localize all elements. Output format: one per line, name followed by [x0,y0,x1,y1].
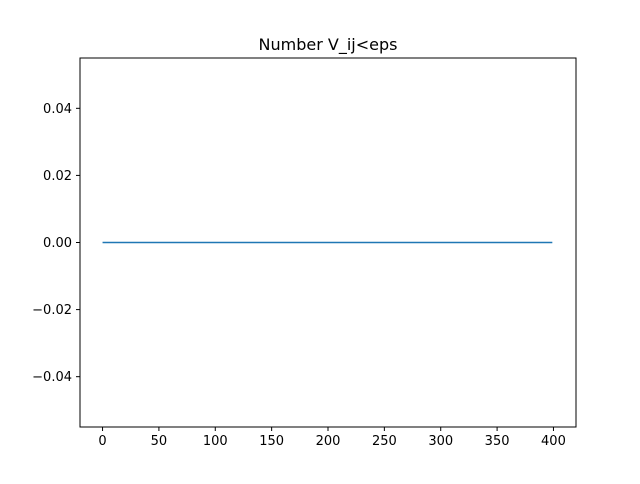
x-axis-ticks: 0 50 100 150 200 250 300 350 400 [98,427,566,449]
y-tick-label: 0.00 [43,236,72,251]
x-tick-label: 300 [428,434,453,449]
y-tick-label: 0.02 [43,169,72,184]
x-tick-label: 250 [372,434,397,449]
x-tick-label: 100 [203,434,228,449]
chart-title: Number V_ij<eps [259,35,398,55]
y-tick-label: −0.02 [32,303,72,318]
x-tick-label: 150 [259,434,284,449]
plot-area-frame [79,57,577,428]
y-tick-label: 0.04 [43,102,72,117]
y-axis-ticks: −0.04 −0.02 0.00 0.02 0.04 [32,102,80,385]
x-tick-label: 200 [316,434,341,449]
x-tick-label: 50 [151,434,168,449]
x-tick-label: 350 [485,434,510,449]
x-tick-label: 0 [98,434,106,449]
y-tick-label: −0.04 [32,370,72,385]
x-tick-label: 400 [541,434,566,449]
